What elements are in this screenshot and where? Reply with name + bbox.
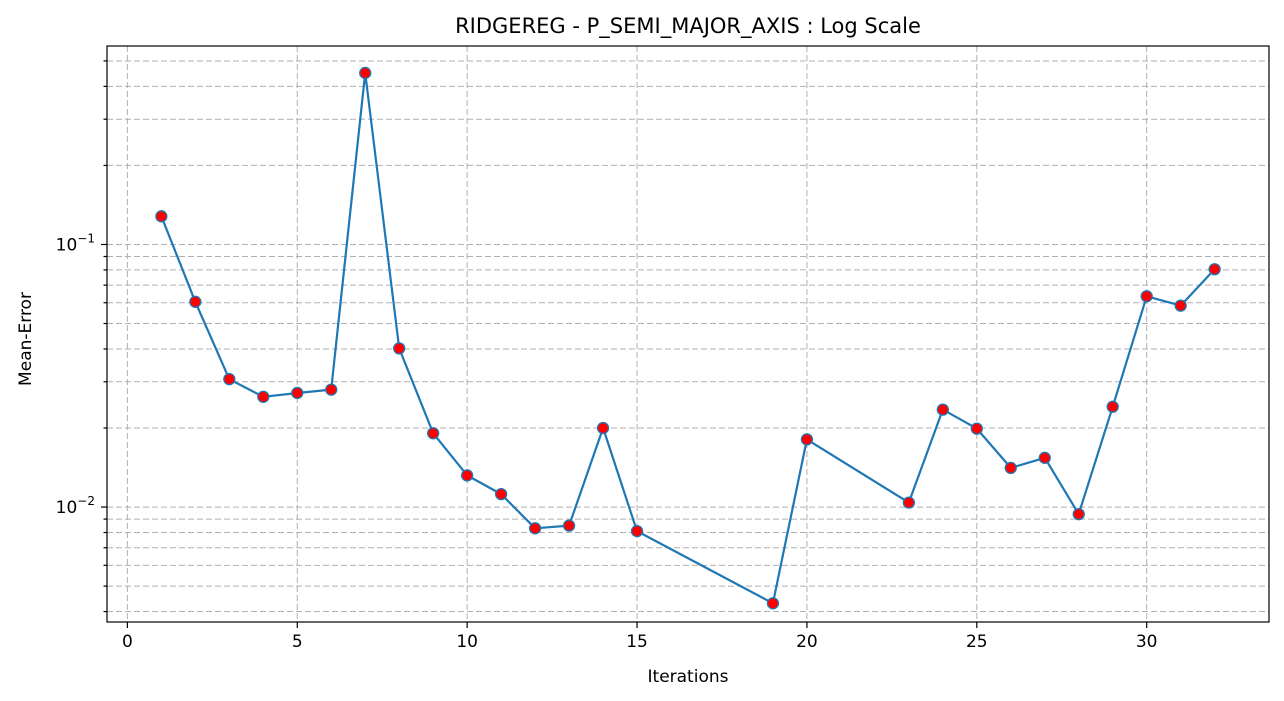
data-point <box>494 487 508 501</box>
x-axis: 0 5 10 15 20 25 30 <box>122 622 1158 652</box>
data-point <box>155 210 168 223</box>
data-point <box>1208 263 1221 276</box>
series-line <box>160 71 1216 605</box>
y-axis-label: Mean-Error <box>16 292 36 386</box>
data-point <box>223 373 236 386</box>
data-point <box>359 66 372 80</box>
data-point <box>427 427 440 440</box>
data-point <box>1106 400 1119 413</box>
data-point <box>257 390 270 403</box>
x-axis-label: Iterations <box>648 667 729 687</box>
y-axis: 10−1 10−2 <box>56 60 107 613</box>
data-point <box>1004 461 1017 475</box>
data-point <box>461 469 474 482</box>
data-point <box>528 522 542 535</box>
y-tick-label: 10−1 <box>56 231 95 255</box>
chart-title: RIDGEREG - P_SEMI_MAJOR_AXIS : Log Scale <box>455 14 921 39</box>
data-point <box>936 403 949 416</box>
x-tick-label: 0 <box>122 632 133 652</box>
x-tick-label: 25 <box>966 632 988 652</box>
grid <box>107 46 1269 622</box>
y-tick-label: 10−2 <box>56 494 95 518</box>
data-point <box>902 496 915 509</box>
data-point <box>325 383 338 396</box>
data-point <box>393 342 406 355</box>
series-line-group <box>155 66 1221 610</box>
x-tick-label: 10 <box>456 632 478 652</box>
data-point <box>970 422 983 435</box>
x-tick-label: 30 <box>1136 632 1158 652</box>
data-point <box>1072 507 1085 521</box>
data-point <box>800 433 814 446</box>
data-point <box>596 421 610 435</box>
data-point <box>630 524 644 538</box>
plot-area <box>106 45 1270 623</box>
data-point <box>291 386 304 400</box>
data-point <box>562 519 576 532</box>
data-point <box>189 295 202 308</box>
data-point <box>1174 299 1187 312</box>
data-point <box>1038 451 1051 464</box>
data-point <box>1140 290 1153 303</box>
x-tick-label: 20 <box>796 632 818 652</box>
x-tick-label: 15 <box>626 632 648 652</box>
data-point <box>766 597 780 610</box>
x-tick-label: 5 <box>292 632 303 652</box>
